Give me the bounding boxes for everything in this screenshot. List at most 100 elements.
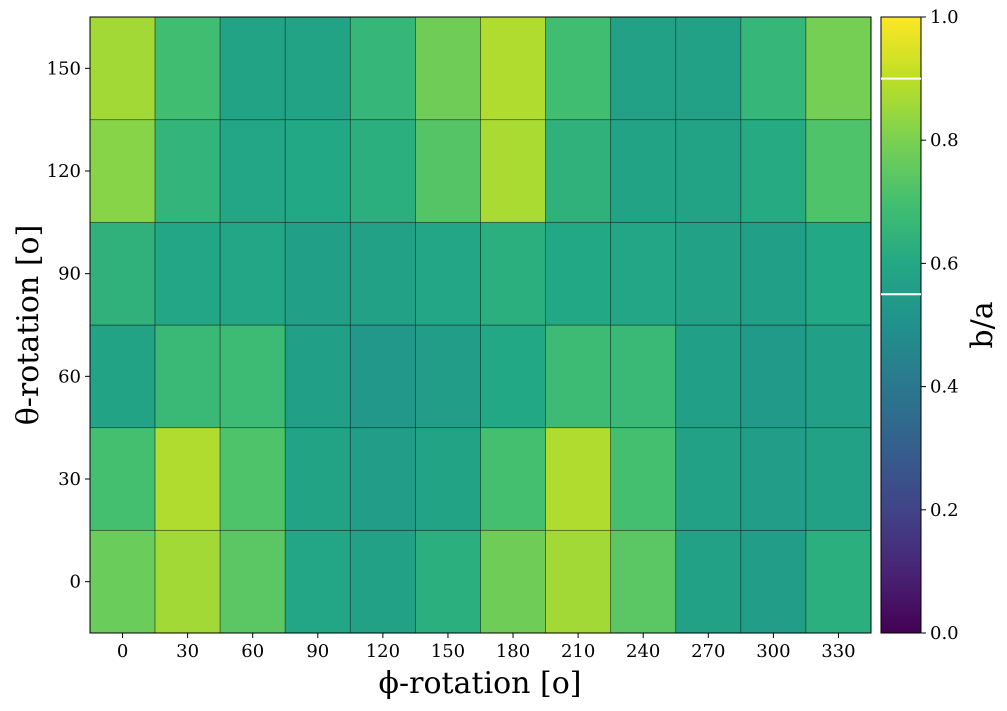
y-tick-label: 150 <box>47 58 81 79</box>
x-tick-label: 30 <box>176 641 199 662</box>
heatmap-cell <box>89 529 156 634</box>
x-tick-label: 330 <box>821 641 855 662</box>
heatmap-cell <box>805 16 872 121</box>
heatmap-cell <box>349 221 416 326</box>
y-tick-label: 30 <box>58 469 81 490</box>
colorbar-tick-label: 0.0 <box>930 623 959 644</box>
heatmap-cell <box>740 529 807 634</box>
x-axis-label: ϕ-rotation [o] <box>379 666 582 701</box>
heatmap-cell <box>89 16 156 121</box>
colorbar-tick-label: 0.2 <box>930 500 959 521</box>
heatmap-cell <box>219 221 286 326</box>
y-tick-label: 120 <box>47 161 81 182</box>
x-tick-label: 210 <box>561 641 595 662</box>
x-tick-label: 90 <box>306 641 329 662</box>
y-tick-label: 90 <box>58 264 81 285</box>
colorbar-tick-label: 0.4 <box>930 377 959 398</box>
heatmap-cell <box>154 221 221 326</box>
heatmap-cell <box>415 427 481 531</box>
heatmap-cell <box>89 324 156 429</box>
heatmap-cell <box>284 16 351 121</box>
heatmap-cell <box>740 221 807 326</box>
heatmap-cell <box>545 221 612 326</box>
heatmap-cell <box>154 16 221 121</box>
heatmap-cell <box>805 221 872 326</box>
heatmap-cell <box>284 324 351 429</box>
heatmap-cell <box>805 324 872 429</box>
heatmap-cell <box>545 16 612 121</box>
x-tick-label: 150 <box>431 641 465 662</box>
colorbar-label: b/a <box>965 301 1000 348</box>
heatmap-cell <box>480 427 546 531</box>
heatmap-cell <box>480 16 546 121</box>
x-tick-label: 180 <box>496 641 530 662</box>
heatmap-cell <box>480 221 546 326</box>
x-axis-ticks: 0 30 60 90 120 150 180 210 240 270 300 330 <box>117 633 856 662</box>
heatmap-cell <box>89 427 156 531</box>
y-tick-label: 0 <box>70 572 81 593</box>
colorbar-ticks: 0.0 0.2 0.4 0.6 0.8 1.0 <box>921 7 959 644</box>
heatmap-cell <box>610 529 677 634</box>
heatmap-cell <box>545 427 612 531</box>
heatmap-cell <box>349 119 416 223</box>
x-tick-label: 270 <box>691 641 725 662</box>
heatmap-cell <box>805 427 872 531</box>
y-tick-label: 60 <box>58 366 81 387</box>
heatmap-cell <box>219 119 286 223</box>
heatmap-cell <box>284 427 351 531</box>
heatmap-cell <box>545 119 612 223</box>
heatmap-cell <box>219 324 286 429</box>
heatmap-cell <box>675 16 742 121</box>
heatmap-cell <box>610 427 677 531</box>
heatmap-cell <box>219 529 286 634</box>
heatmap-cell <box>675 324 742 429</box>
heatmap-cell <box>219 16 286 121</box>
heatmap-cell <box>740 427 807 531</box>
colorbar-tick-label: 0.8 <box>930 130 959 151</box>
heatmap-cell <box>415 16 481 121</box>
heatmap-cell <box>480 529 546 634</box>
heatmap-cell <box>219 427 286 531</box>
y-axis-label: θ-rotation [o] <box>11 225 46 426</box>
colorbar: 0.0 0.2 0.4 0.6 0.8 1.0 b/a <box>880 7 1000 644</box>
heatmap-cell <box>89 221 156 326</box>
heatmap-cell <box>154 529 221 634</box>
heatmap-cell <box>154 324 221 429</box>
x-tick-label: 300 <box>756 641 790 662</box>
colorbar-tick-label: 1.0 <box>930 7 959 28</box>
heatmap-cell <box>610 119 677 223</box>
heatmap-cell <box>805 119 872 223</box>
heatmap-cell <box>610 16 677 121</box>
colorbar-markers <box>881 77 921 296</box>
x-tick-label: 120 <box>366 641 400 662</box>
heatmap-cell <box>89 119 156 223</box>
heatmap-cell <box>480 119 546 223</box>
x-tick-label: 0 <box>117 641 128 662</box>
heatmap-cell <box>154 119 221 223</box>
heatmap-cells <box>89 16 872 634</box>
heatmap-cell <box>740 119 807 223</box>
heatmap-cell <box>284 529 351 634</box>
heatmap-cell <box>349 529 416 634</box>
heatmap-cell <box>675 119 742 223</box>
heatmap-cell <box>545 324 612 429</box>
heatmap-cell <box>675 221 742 326</box>
colorbar-gradient <box>880 16 922 634</box>
heatmap-cell <box>805 529 872 634</box>
x-tick-label: 240 <box>626 641 660 662</box>
plot-frame <box>89 16 872 634</box>
heatmap-cell <box>415 221 481 326</box>
heatmap-cell <box>415 119 481 223</box>
heatmap-cell <box>349 16 416 121</box>
heatmap-cell <box>284 119 351 223</box>
heatmap-cell <box>610 221 677 326</box>
heatmap-cell <box>154 427 221 531</box>
x-tick-label: 60 <box>241 641 264 662</box>
heatmap-cell <box>349 324 416 429</box>
heatmap-cell <box>415 324 481 429</box>
heatmap-cell <box>415 529 481 634</box>
heatmap-cell <box>740 16 807 121</box>
heatmap-cell <box>480 324 546 429</box>
heatmap-cell <box>610 324 677 429</box>
